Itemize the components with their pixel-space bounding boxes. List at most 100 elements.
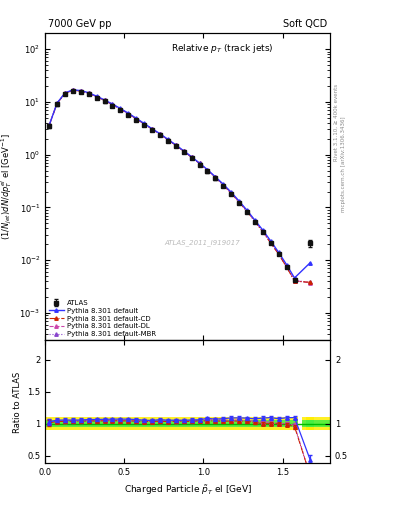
Pythia 8.301 default-MBR	[70, 87, 75, 93]
Pythia 8.301 default-DL	[110, 101, 115, 108]
Pythia 8.301 default-CD	[118, 106, 123, 112]
Pythia 8.301 default	[268, 238, 273, 244]
Pythia 8.301 default-MBR	[245, 208, 250, 214]
Pythia 8.301 default-DL	[205, 167, 210, 173]
Pythia 8.301 default-DL	[94, 94, 99, 100]
Pythia 8.301 default-DL	[213, 174, 218, 180]
Pythia 8.301 default-MBR	[205, 167, 210, 173]
Pythia 8.301 default-MBR	[55, 100, 59, 106]
Pythia 8.301 default-MBR	[142, 121, 147, 127]
Pythia 8.301 default	[150, 125, 154, 132]
Pythia 8.301 default-CD	[158, 131, 162, 137]
Pythia 8.301 default-DL	[62, 90, 67, 96]
Text: mcplots.cern.ch [arXiv:1306.3436]: mcplots.cern.ch [arXiv:1306.3436]	[342, 116, 346, 211]
Pythia 8.301 default-CD	[110, 101, 115, 108]
Pythia 8.301 default	[308, 260, 313, 266]
Pythia 8.301 default-DL	[126, 111, 130, 117]
Pythia 8.301 default-MBR	[261, 228, 265, 234]
Pythia 8.301 default	[142, 120, 147, 126]
Pythia 8.301 default-DL	[86, 90, 91, 96]
Pythia 8.301 default-MBR	[150, 126, 154, 132]
Line: Pythia 8.301 default-DL: Pythia 8.301 default-DL	[48, 89, 312, 285]
Pythia 8.301 default	[118, 105, 123, 112]
Pythia 8.301 default	[284, 262, 289, 268]
Pythia 8.301 default-CD	[126, 111, 130, 117]
Pythia 8.301 default-DL	[102, 97, 107, 103]
Pythia 8.301 default-CD	[62, 90, 67, 96]
Pythia 8.301 default-CD	[70, 87, 75, 93]
Pythia 8.301 default-MBR	[221, 182, 226, 188]
Pythia 8.301 default	[79, 88, 83, 94]
Pythia 8.301 default-DL	[189, 154, 194, 160]
Pythia 8.301 default-MBR	[308, 279, 313, 285]
Pythia 8.301 default-CD	[102, 97, 107, 103]
Pythia 8.301 default-MBR	[62, 90, 67, 96]
Pythia 8.301 default-MBR	[86, 90, 91, 96]
Pythia 8.301 default	[110, 101, 115, 107]
Pythia 8.301 default-MBR	[229, 190, 233, 196]
Pythia 8.301 default-CD	[284, 264, 289, 270]
Pythia 8.301 default-DL	[181, 148, 186, 154]
Pythia 8.301 default-CD	[245, 208, 250, 215]
Pythia 8.301 default	[86, 90, 91, 96]
Pythia 8.301 default-CD	[173, 142, 178, 148]
Pythia 8.301 default-DL	[158, 131, 162, 137]
Pythia 8.301 default-DL	[47, 122, 51, 129]
Pythia 8.301 default-MBR	[181, 148, 186, 154]
Pythia 8.301 default-CD	[79, 88, 83, 94]
Pythia 8.301 default-MBR	[276, 251, 281, 257]
Pythia 8.301 default-DL	[253, 218, 257, 224]
Pythia 8.301 default	[165, 136, 170, 142]
Pythia 8.301 default-CD	[308, 279, 313, 285]
Pythia 8.301 default-DL	[173, 142, 178, 148]
Pythia 8.301 default-DL	[308, 280, 313, 286]
Pythia 8.301 default-CD	[94, 94, 99, 100]
Pythia 8.301 default-CD	[165, 137, 170, 143]
Pythia 8.301 default-MBR	[102, 97, 107, 103]
Pythia 8.301 default-DL	[237, 199, 241, 205]
Text: Soft QCD: Soft QCD	[283, 18, 327, 29]
Pythia 8.301 default	[47, 122, 51, 129]
Pythia 8.301 default	[158, 131, 162, 137]
Pythia 8.301 default	[134, 115, 139, 121]
Pythia 8.301 default-MBR	[213, 174, 218, 180]
Pythia 8.301 default-MBR	[134, 116, 139, 122]
Pythia 8.301 default-CD	[47, 122, 51, 129]
Pythia 8.301 default-DL	[55, 100, 59, 106]
Pythia 8.301 default	[62, 90, 67, 96]
Line: Pythia 8.301 default: Pythia 8.301 default	[48, 88, 312, 280]
Pythia 8.301 default-DL	[284, 264, 289, 270]
Pythia 8.301 default	[197, 160, 202, 166]
Pythia 8.301 default-MBR	[292, 278, 297, 284]
Pythia 8.301 default-DL	[165, 137, 170, 143]
Pythia 8.301 default-CD	[134, 116, 139, 122]
Pythia 8.301 default	[221, 181, 226, 187]
Pythia 8.301 default	[181, 148, 186, 154]
Pythia 8.301 default-MBR	[284, 264, 289, 270]
Pythia 8.301 default	[102, 97, 107, 103]
Pythia 8.301 default-DL	[150, 126, 154, 132]
Pythia 8.301 default-DL	[292, 278, 297, 284]
Pythia 8.301 default	[205, 166, 210, 173]
Pythia 8.301 default-MBR	[197, 160, 202, 166]
Pythia 8.301 default-MBR	[47, 122, 51, 129]
Pythia 8.301 default-CD	[86, 90, 91, 96]
Pythia 8.301 default-DL	[118, 106, 123, 112]
Pythia 8.301 default	[292, 275, 297, 281]
Pythia 8.301 default-DL	[79, 88, 83, 94]
Pythia 8.301 default	[70, 87, 75, 93]
Pythia 8.301 default	[55, 100, 59, 106]
Pythia 8.301 default-MBR	[189, 154, 194, 160]
Pythia 8.301 default	[237, 198, 241, 204]
Legend: ATLAS, Pythia 8.301 default, Pythia 8.301 default-CD, Pythia 8.301 default-DL, P: ATLAS, Pythia 8.301 default, Pythia 8.30…	[47, 298, 157, 338]
Pythia 8.301 default-CD	[150, 126, 154, 132]
Pythia 8.301 default-DL	[221, 182, 226, 188]
Pythia 8.301 default-MBR	[94, 94, 99, 100]
Pythia 8.301 default-CD	[237, 199, 241, 205]
Text: ATLAS_2011_I919017: ATLAS_2011_I919017	[164, 239, 240, 246]
Pythia 8.301 default-MBR	[118, 106, 123, 112]
Pythia 8.301 default-CD	[181, 148, 186, 154]
Pythia 8.301 default-MBR	[110, 101, 115, 108]
Pythia 8.301 default-DL	[229, 190, 233, 196]
Pythia 8.301 default-CD	[261, 229, 265, 235]
